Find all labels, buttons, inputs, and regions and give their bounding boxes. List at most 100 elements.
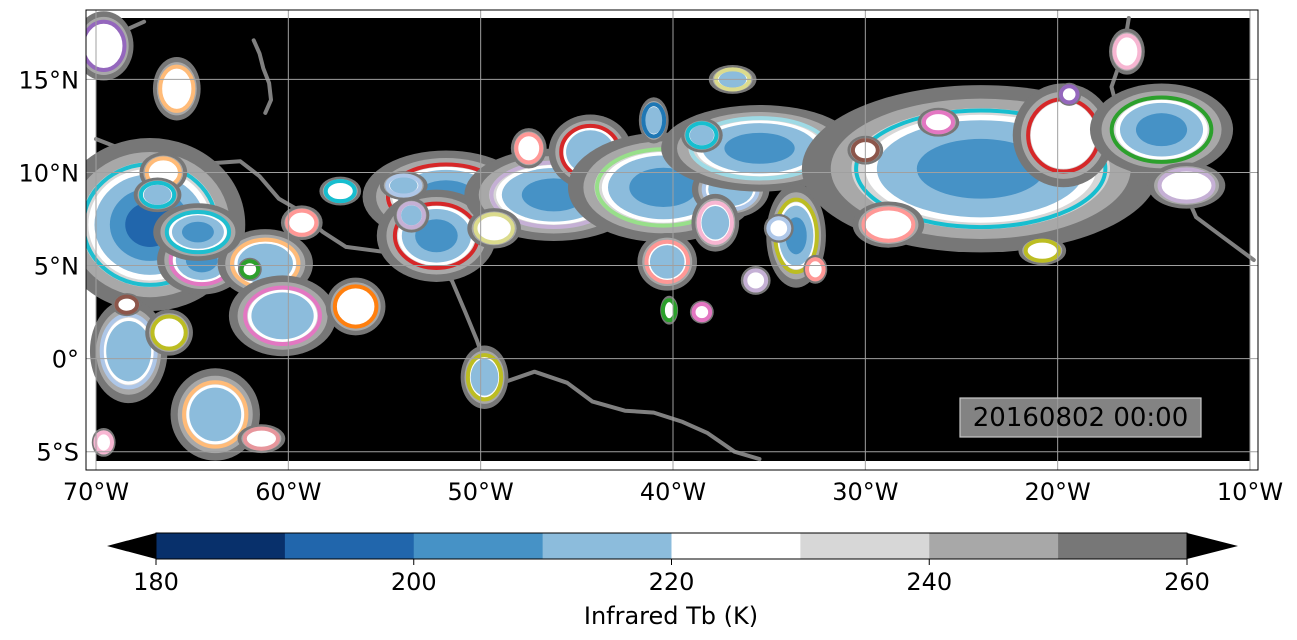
- cloud-system-48: [660, 295, 679, 325]
- latitude-tick-label: 5°S: [36, 439, 79, 467]
- cloud-outline: [396, 201, 426, 230]
- longitude-tick-label: 10°W: [1217, 478, 1283, 506]
- cloud-outline: [805, 257, 826, 282]
- cloud-system-18: [1089, 83, 1234, 176]
- cloud-system-45: [319, 176, 362, 206]
- cloud-core-215k: [701, 205, 730, 240]
- longitude-tick-label: 50°W: [448, 478, 514, 506]
- cloud-system-15: [637, 232, 698, 291]
- colorbar-under-arrow: [107, 533, 156, 559]
- colorbar-segment: [800, 533, 930, 559]
- cloud-core-205k: [181, 221, 214, 243]
- colorbar-segment: [542, 533, 673, 559]
- cloud-outline: [242, 426, 281, 451]
- cloud-shell-4: [865, 209, 912, 240]
- cloud-outline: [660, 298, 678, 323]
- cloud-system-42: [1057, 82, 1082, 106]
- cloud-system-19: [852, 201, 925, 248]
- timestamp-box: 20160802 00:00: [959, 397, 1202, 438]
- cloud-core-205k: [629, 167, 698, 207]
- cloud-outline: [1109, 95, 1214, 164]
- cloud-system-27: [638, 97, 669, 144]
- cloud-shell-4: [476, 215, 512, 242]
- cloud-outline: [854, 108, 1108, 230]
- cloud-outline: [323, 179, 357, 204]
- latitude-tick-label: 10°N: [19, 159, 80, 187]
- cloud-outline: [164, 209, 232, 255]
- longitude-tick-label: 20°W: [1025, 478, 1091, 506]
- cloud-system-6: [153, 203, 243, 261]
- longitude-tick-label: 30°W: [832, 478, 898, 506]
- cloud-outline: [743, 268, 769, 293]
- cloud-outline: [243, 285, 322, 346]
- longitude-tick-label: 70°W: [63, 478, 129, 506]
- cloud-core-215k: [689, 125, 714, 146]
- cloud-outline: [691, 302, 713, 323]
- cloud-system-46: [467, 208, 521, 249]
- colorbar-tick-label: 260: [1164, 568, 1210, 596]
- cloud-outline: [158, 64, 196, 113]
- cloud-system-40: [86, 11, 134, 81]
- colorbar-tick-label: 180: [133, 568, 179, 596]
- cloud-system-23: [460, 345, 509, 409]
- cloud-core-215k: [251, 292, 314, 340]
- cloud-systems: [86, 11, 1234, 461]
- colorbar-tick-label: 220: [649, 568, 695, 596]
- cloud-system-49: [1018, 236, 1067, 266]
- cloud-outline: [332, 284, 379, 329]
- latitude-tick-label: 15°N: [19, 66, 80, 94]
- colorbar-segment: [413, 533, 544, 559]
- colorbar-segment: [671, 533, 801, 559]
- cloud-outline: [465, 353, 504, 402]
- colorbar-segment: [156, 533, 286, 559]
- cloud-shell-4: [326, 181, 354, 201]
- cloud-outline: [861, 206, 916, 243]
- cloud-outline: [285, 208, 319, 237]
- colorbar-label: Infrared Tb (K): [584, 602, 758, 630]
- longitude-tick-labels: 70°W 60°W 50°W 40°W 30°W 20°W 10°W: [63, 478, 1283, 506]
- cloud-shell-4: [1030, 101, 1097, 169]
- colorbar-over-arrow: [1187, 533, 1238, 559]
- colorbar-segments: [155, 532, 1188, 560]
- cloud-system-35: [510, 128, 547, 169]
- map-border: [85, 9, 1259, 471]
- cloud-core-215k: [401, 205, 422, 226]
- cloud-shell-4: [1161, 170, 1212, 201]
- cloud-shell-4: [1115, 36, 1139, 67]
- cloud-core-205k: [1135, 113, 1188, 147]
- cloud-system-51: [91, 427, 116, 457]
- cloud-outline: [644, 239, 691, 284]
- cloud-system-47: [689, 300, 714, 324]
- colorbar: 180 200 220 240 260 Infrared Tb (K): [107, 532, 1238, 630]
- cloud-core-215k: [143, 184, 172, 205]
- cloud-system-43: [740, 266, 771, 295]
- colorbar-segment: [284, 533, 415, 559]
- cloud-shell-4: [161, 68, 193, 110]
- colorbar-tick-labels: 180 200 220 240 260: [133, 559, 1210, 596]
- cloud-system-34: [393, 197, 430, 233]
- cloud-outline: [138, 180, 177, 209]
- cloud-outline: [114, 294, 140, 315]
- cloud-outline: [641, 102, 667, 139]
- longitude-tick-label: 60°W: [255, 478, 321, 506]
- cloud-system-20: [1147, 162, 1226, 209]
- cloud-system-17: [1012, 83, 1115, 188]
- cloud-shell-4: [336, 287, 375, 326]
- cloud-system-4: [228, 275, 337, 357]
- cloud-outline: [1157, 167, 1216, 204]
- coastline-segment-4: [251, 38, 273, 115]
- cloud-shell-4: [924, 112, 952, 132]
- latitude-tick-label: 5°N: [34, 253, 79, 281]
- cloud-system-5: [325, 277, 386, 336]
- timestamp-label: 20160802 00:00: [973, 403, 1189, 433]
- cloud-shell-4: [1061, 86, 1077, 102]
- cloud-core-215k: [649, 245, 685, 279]
- cloud-shell-4: [746, 271, 766, 290]
- cloud-outline: [1112, 33, 1142, 70]
- cloud-system-37: [237, 257, 262, 281]
- cloud-core-215k: [645, 106, 663, 134]
- cloud-core-205k: [916, 138, 1045, 199]
- cloud-outline: [1023, 238, 1061, 263]
- cloud-outline: [150, 314, 188, 351]
